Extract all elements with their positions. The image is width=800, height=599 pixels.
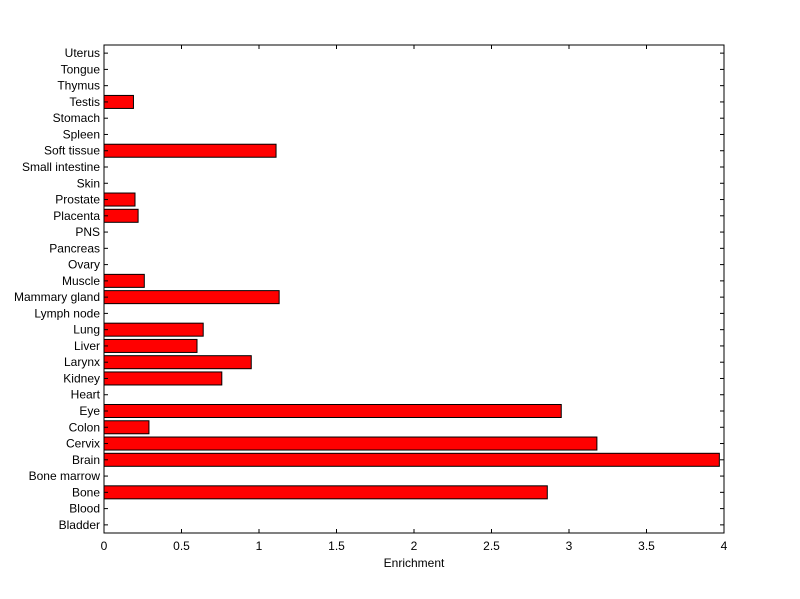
bars-layer xyxy=(103,94,720,500)
bar-bone xyxy=(103,485,548,500)
y-tick-label: Liver xyxy=(74,339,100,353)
x-tick-label: 1.5 xyxy=(328,539,345,553)
x-tick-label: 2.5 xyxy=(483,539,500,553)
bar-muscle xyxy=(103,273,145,288)
bar-brain xyxy=(103,452,720,467)
y-tick-label: Ovary xyxy=(68,258,100,272)
bar-testis xyxy=(103,94,134,109)
y-tick-label: Pancreas xyxy=(49,241,100,255)
x-tick-labels: 0 0.5 1 1.5 2 2.5 3 3.5 4 xyxy=(101,539,728,553)
y-tick-labels: Bladder Blood Bone Bone marrow Brain Cervix Co… xyxy=(14,46,101,532)
x-tick-label: 4 xyxy=(721,539,728,553)
y-tick-label: Blood xyxy=(69,502,100,516)
y-tick-label: Bone xyxy=(72,485,100,499)
y-tick-label: PNS xyxy=(75,225,100,239)
bar-soft-tissue xyxy=(103,143,277,158)
y-tick-label: Muscle xyxy=(62,274,100,288)
y-tick-label: Mammary gland xyxy=(14,290,100,304)
y-tick-label: Heart xyxy=(71,388,101,402)
bar-mammary-gland xyxy=(103,290,280,305)
x-tick-label: 0 xyxy=(101,539,108,553)
bar-cervix xyxy=(103,436,598,451)
y-tick-label: Spleen xyxy=(63,127,100,141)
y-tick-label: Soft tissue xyxy=(44,144,100,158)
bar-kidney xyxy=(103,371,223,386)
y-tick-label: Cervix xyxy=(66,437,100,451)
y-tick-label: Small intestine xyxy=(22,160,100,174)
y-tick-label: Uterus xyxy=(65,46,100,60)
x-tick-label: 3 xyxy=(566,539,573,553)
x-tick-label: 3.5 xyxy=(638,539,655,553)
bar-larynx xyxy=(103,355,252,370)
y-tick-label: Tongue xyxy=(61,62,101,76)
y-tick-label: Placenta xyxy=(53,209,100,223)
bar-placenta xyxy=(103,208,139,223)
y-tick-label: Colon xyxy=(69,420,100,434)
y-tick-label: Bone marrow xyxy=(29,469,101,483)
bar-prostate xyxy=(103,192,136,207)
x-tick-label: 2 xyxy=(411,539,418,553)
bar-eye xyxy=(103,403,562,419)
y-tick-label: Testis xyxy=(69,95,100,109)
y-tick-label: Lung xyxy=(73,323,100,337)
y-tick-label: Larynx xyxy=(64,355,100,369)
y-tick-label: Stomach xyxy=(53,111,100,125)
y-tick-label: Prostate xyxy=(55,193,100,207)
y-tick-label: Lymph node xyxy=(34,306,100,320)
y-tick-label: Eye xyxy=(79,404,100,418)
y-tick-label: Kidney xyxy=(63,371,100,385)
y-tick-label: Brain xyxy=(72,453,100,467)
x-tick-label: 1 xyxy=(256,539,263,553)
bar-liver xyxy=(103,338,198,353)
bar-lung xyxy=(103,322,204,337)
y-tick-label: Skin xyxy=(77,176,100,190)
plot-frame xyxy=(103,44,725,534)
y-tick-label: Bladder xyxy=(59,518,100,532)
x-tick-label: 0.5 xyxy=(173,539,190,553)
bar-colon xyxy=(103,420,150,435)
x-axis-label: Enrichment xyxy=(384,556,445,570)
y-tick-label: Thymus xyxy=(57,79,100,93)
